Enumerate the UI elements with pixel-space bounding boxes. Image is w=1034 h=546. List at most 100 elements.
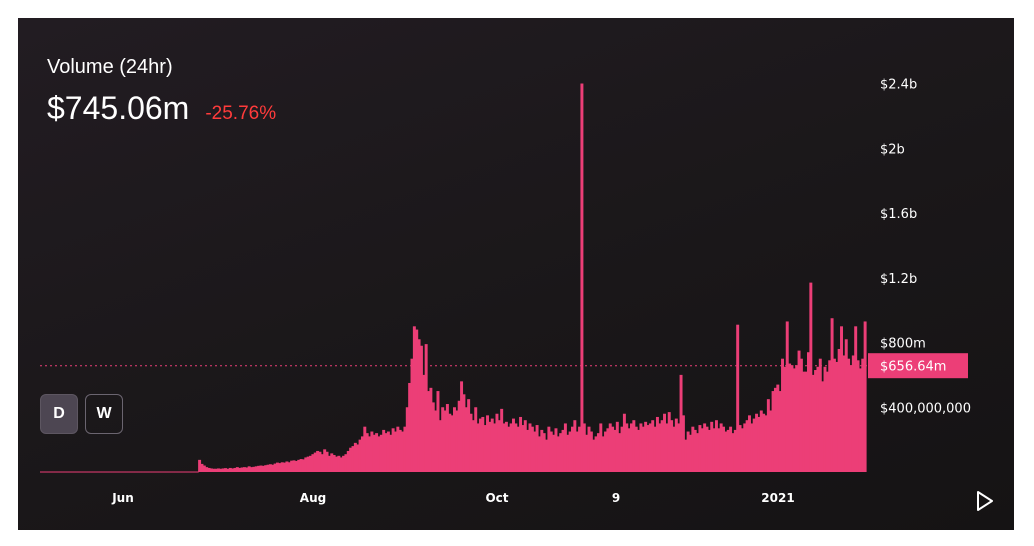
volume-bar [523, 420, 527, 472]
volume-bar [162, 471, 166, 473]
volume-bar [745, 420, 749, 472]
volume-bar [748, 415, 751, 472]
volume-bar [481, 416, 485, 472]
volume-value: $745.06m [47, 90, 190, 126]
volume-bar [233, 467, 237, 472]
volume-bar [476, 423, 480, 472]
volume-bar [809, 282, 813, 472]
volume-bar [825, 371, 829, 472]
daily-interval-button[interactable]: D [40, 394, 78, 434]
volume-bar [563, 423, 567, 472]
volume-bar [840, 326, 843, 472]
volume-bar [394, 431, 397, 472]
volume-bar [448, 413, 452, 472]
volume-bar [502, 423, 506, 472]
volume-bar [854, 326, 858, 472]
volume-bar [486, 415, 489, 472]
volume-bar [75, 471, 79, 473]
volume-bar [82, 471, 86, 473]
volume-bar [176, 471, 180, 473]
volume-bar [283, 462, 287, 472]
volume-bar [70, 471, 74, 473]
volume-bar [691, 426, 695, 472]
volume-bar [424, 344, 428, 472]
volume-bar [771, 391, 775, 472]
volume-bar [462, 394, 466, 472]
volume-bar [490, 418, 494, 472]
volume-bar [641, 426, 645, 472]
volume-bar [488, 421, 492, 472]
x-tick-label: 2021 [761, 491, 794, 505]
volume-bar [115, 471, 119, 473]
volume-bar [129, 471, 133, 473]
volume-bar [332, 455, 336, 472]
volume-bar [143, 471, 147, 473]
volume-bar [821, 381, 825, 472]
volume-bar [257, 465, 261, 472]
volume-bar [542, 433, 546, 472]
volume-bar [828, 360, 832, 472]
volume-bar [405, 407, 409, 472]
play-icon[interactable] [975, 490, 995, 512]
volume-bar [212, 468, 216, 472]
volume-bar [731, 433, 735, 472]
volume-bar [40, 471, 43, 473]
volume-bar [200, 463, 204, 472]
volume-bar [264, 465, 268, 472]
volume-bar [587, 426, 591, 472]
volume-bar [103, 471, 107, 473]
volume-bar [500, 408, 504, 472]
volume-bar [110, 471, 114, 473]
volume-bar [858, 368, 862, 472]
volume-bar [613, 429, 617, 472]
volume-bar [700, 428, 704, 472]
volume-bar [146, 471, 150, 473]
volume-bar [242, 467, 246, 472]
volume-bar [141, 471, 145, 473]
volume-bar [830, 318, 834, 472]
volume-bar [339, 457, 343, 472]
volume-bar [469, 413, 473, 472]
volume-bar [514, 423, 518, 472]
volume-bar [795, 365, 799, 472]
volume-bar [377, 436, 381, 472]
volume-bar [47, 471, 51, 473]
volume-bar [653, 426, 657, 472]
volume-bar [240, 467, 244, 472]
volume-bar [148, 471, 152, 473]
volume-bar [356, 444, 360, 472]
volume-bar [450, 415, 454, 472]
volume-bar [165, 471, 169, 473]
volume-bar [396, 426, 400, 472]
volume-bar [663, 413, 666, 472]
volume-bar [526, 429, 530, 472]
weekly-interval-button[interactable]: W [85, 394, 123, 434]
volume-bars [40, 83, 867, 473]
volume-bar [358, 439, 362, 472]
volume-bar [49, 471, 53, 473]
volume-bar [660, 420, 664, 472]
volume-bar [63, 471, 67, 473]
volume-bar [183, 471, 187, 473]
volume-bar [389, 434, 393, 472]
volume-bar [670, 420, 674, 472]
volume-bar [467, 399, 471, 472]
volume-bar [301, 459, 305, 472]
volume-bar [611, 426, 615, 472]
volume-bar [781, 358, 784, 472]
volume-bar [460, 381, 464, 472]
volume-bar [412, 326, 416, 472]
volume-bar [226, 468, 230, 472]
volume-bar [73, 471, 76, 473]
volume-bar [606, 428, 610, 472]
volume-bar [209, 468, 213, 472]
volume-bar [434, 410, 438, 472]
volume-bar [693, 429, 697, 472]
volume-bar [174, 471, 178, 473]
volume-bar [120, 471, 124, 473]
volume-bar [65, 471, 69, 473]
volume-bar [823, 366, 827, 472]
volume-bar [816, 366, 820, 472]
y-axis: $2.4b $2b $1.6b $1.2b $800m $400,000,000 [880, 78, 971, 417]
volume-bar [752, 418, 756, 472]
